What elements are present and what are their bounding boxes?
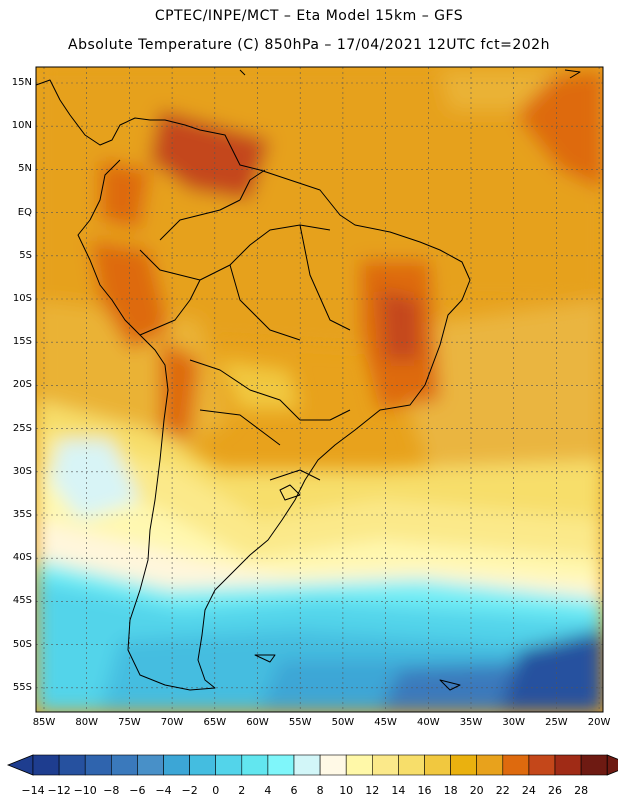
legend-label: 4 [264,784,272,797]
legend-swatch [241,754,269,776]
latitude-label: 50S [12,638,32,650]
longitude-label: 40W [416,717,440,728]
latitude-label: 10S [12,293,32,304]
legend-swatch [345,754,373,776]
legend-label: 22 [495,784,510,797]
legend-high-arrow [606,754,618,776]
longitude-label: 50W [331,717,355,728]
legend-swatch [580,754,608,776]
coastline [35,69,581,691]
latitude-label: 15S [12,336,32,348]
longitude-label: 45W [374,717,397,728]
map-title: CPTEC/INPE/MCT – Eta Model 15km – GFS [154,8,464,24]
legend-label: −14 [21,784,45,797]
legend-label: −10 [73,784,97,797]
legend-swatch [189,754,217,776]
legend-swatch [371,754,399,776]
longitude-label: 25W [545,717,568,728]
legend-label: 20 [469,784,484,797]
latitude-label: 5S [19,249,32,261]
longitude-label: 20W [587,717,611,728]
legend-label: −4 [155,784,172,797]
longitude-label: 85W [32,717,56,728]
legend-swatch [215,754,243,776]
legend-swatch [424,754,451,776]
legend-label: 16 [417,784,432,797]
latitude-label: EQ [17,206,32,218]
legend-swatch [319,754,347,776]
legend-swatch [450,754,478,776]
legend-swatch [32,754,60,776]
legend-label: 14 [391,784,406,797]
legend-swatch [163,754,190,776]
legend-label: −12 [47,784,71,797]
legend-swatch [554,754,582,776]
longitude-label: 65W [203,717,227,728]
legend-label: 2 [238,784,246,797]
latitude-label: 45S [12,595,32,607]
legend-label: 24 [521,784,536,797]
legend-swatch [137,754,164,776]
longitude-label: 70W [160,717,184,728]
legend-low-arrow [6,754,34,776]
latitude-label: 10N [11,120,32,132]
longitude-label: 35W [459,717,483,728]
latitude-label: 15N [11,77,32,88]
legend-swatch [528,754,556,776]
legend-swatch [293,754,321,776]
legend-swatch [502,754,530,776]
legend-label: 10 [339,784,354,797]
latitude-label: 25S [12,422,32,434]
legend-label: −8 [103,784,120,797]
longitude-label: 60W [246,717,269,728]
legend-label: 18 [443,784,458,797]
longitude-label: 55W [288,717,312,728]
temperature-map [35,66,604,713]
latitude-label: 20S [12,379,32,391]
latitude-label: 40S [12,552,32,564]
legend-swatch [84,754,112,776]
longitude-label: 75W [118,717,141,728]
legend-label: 12 [365,784,380,797]
legend-swatch [58,754,86,776]
longitude-label: 80W [75,717,98,728]
map-subtitle: Absolute Temperature (C) 850hPa – 17/04/… [68,37,550,53]
legend-swatch [398,754,425,776]
latitude-label: 35S [12,509,32,520]
map-frame [35,66,604,713]
latitude-label: 55S [12,681,32,693]
legend-swatch [267,754,295,776]
latitude-label: 5N [18,163,32,175]
legend-label: 6 [290,784,298,797]
legend-swatch [111,754,138,776]
color-legend [6,754,618,776]
legend-label: 26 [548,784,562,797]
temperature-field [36,67,603,712]
legend-label: 28 [574,784,589,797]
longitude-label: 30W [502,717,525,728]
legend-label: 0 [212,784,220,797]
legend-label: 8 [316,784,324,797]
latitude-label: 30S [12,465,32,477]
legend-label: −6 [129,784,146,797]
legend-swatch [476,754,504,776]
legend-label: −2 [181,784,198,797]
